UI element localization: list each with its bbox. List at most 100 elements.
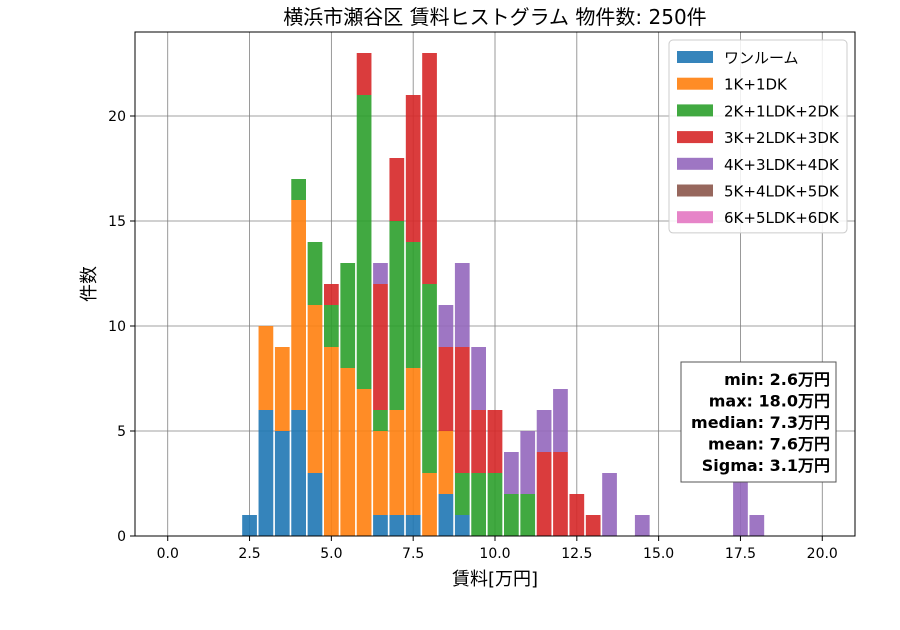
x-tick-label: 15.0 bbox=[643, 546, 674, 562]
bar-segment bbox=[569, 494, 585, 536]
y-axis-ticks: 0 5 10 15 20 bbox=[108, 109, 135, 545]
stats-line: min: 2.6万円 bbox=[724, 370, 830, 389]
bar-segment bbox=[307, 242, 323, 305]
bar-segment bbox=[520, 494, 536, 536]
bar-segment bbox=[454, 515, 470, 536]
bar-segment bbox=[373, 410, 388, 431]
bar-segment bbox=[356, 389, 372, 536]
legend-label: 5K+4LDK+5DK bbox=[724, 183, 840, 201]
bar-segment bbox=[504, 452, 519, 494]
bar-segment bbox=[389, 410, 405, 515]
stats-line: median: 7.3万円 bbox=[691, 413, 830, 432]
bar-segment bbox=[553, 389, 568, 452]
bar-segment bbox=[634, 515, 650, 536]
stats-frame bbox=[680, 361, 837, 483]
bar-segment bbox=[373, 284, 388, 410]
legend-swatch bbox=[677, 51, 713, 63]
y-tick-label: 0 bbox=[117, 529, 126, 545]
bar-segment bbox=[438, 494, 454, 536]
bar-segment bbox=[307, 473, 323, 536]
bar-segment bbox=[520, 431, 536, 494]
legend-label: ワンルーム bbox=[724, 49, 799, 67]
y-tick-label: 20 bbox=[108, 109, 126, 125]
bar-segment bbox=[422, 284, 437, 473]
bar-segment bbox=[454, 473, 470, 515]
legend-label: 2K+1LDK+2DK bbox=[724, 102, 840, 120]
x-axis-label: 賃料[万円] bbox=[452, 569, 538, 590]
bar-segment bbox=[749, 515, 765, 536]
x-tick-label: 17.5 bbox=[725, 546, 756, 562]
stats-line: mean: 7.6万円 bbox=[708, 435, 830, 454]
x-tick-label: 20.0 bbox=[807, 546, 838, 562]
bar-segment bbox=[471, 347, 486, 410]
legend-swatch bbox=[677, 184, 713, 197]
bar-segment bbox=[454, 263, 470, 347]
bar-segment bbox=[274, 431, 290, 536]
bar-segment bbox=[438, 347, 454, 431]
legend-swatch bbox=[677, 77, 713, 90]
bar-segment bbox=[373, 431, 388, 515]
stats-line: max: 18.0万円 bbox=[709, 392, 830, 411]
bar-segment bbox=[438, 305, 454, 347]
bar-segment bbox=[405, 368, 421, 515]
bar-segment bbox=[356, 53, 372, 95]
legend-frame bbox=[668, 39, 848, 234]
bar-segment bbox=[389, 158, 405, 221]
legend-label: 4K+3LDK+4DK bbox=[724, 156, 840, 174]
x-tick-label: 5.0 bbox=[320, 546, 342, 562]
bar-segment bbox=[307, 305, 323, 473]
bar-segment bbox=[405, 95, 421, 242]
bar-segment bbox=[324, 284, 339, 305]
bar-segment bbox=[602, 473, 617, 536]
bar-segment bbox=[454, 347, 470, 473]
bars bbox=[242, 53, 765, 536]
bar-segment bbox=[274, 347, 290, 431]
bar-segment bbox=[389, 515, 405, 536]
bar-segment bbox=[471, 410, 486, 473]
y-axis-label: 件数 bbox=[79, 266, 100, 302]
bar-segment bbox=[405, 515, 421, 536]
x-tick-label: 12.5 bbox=[561, 546, 592, 562]
stats-line: Sigma: 3.1万円 bbox=[702, 456, 830, 475]
x-tick-label: 0.0 bbox=[157, 546, 179, 562]
legend-label: 3K+2LDK+3DK bbox=[724, 129, 840, 147]
bar-segment bbox=[324, 347, 339, 536]
bar-segment bbox=[487, 410, 503, 473]
legend: ワンルーム 1K+1DK 2K+1LDK+2DK 3K+2LDK+3DK 4K+3LDK… bbox=[668, 39, 848, 234]
bar-segment bbox=[258, 410, 274, 536]
bar-segment bbox=[389, 221, 405, 410]
bar-segment bbox=[585, 515, 601, 536]
bar-segment bbox=[733, 473, 748, 536]
x-axis-ticks: 0.0 2.5 5.0 7.5 10.0 12.5 15.0 17.5 20.0 bbox=[157, 536, 838, 562]
y-tick-label: 15 bbox=[108, 214, 126, 230]
bar-segment bbox=[438, 431, 454, 494]
legend-swatch bbox=[677, 131, 713, 144]
bar-segment bbox=[422, 53, 437, 284]
bar-segment bbox=[504, 494, 519, 536]
bar-segment bbox=[324, 305, 339, 347]
bar-segment bbox=[340, 368, 356, 536]
legend-swatch bbox=[677, 211, 713, 224]
bar-segment bbox=[373, 263, 388, 284]
bar-segment bbox=[291, 179, 306, 200]
bar-segment bbox=[405, 242, 421, 368]
bar-segment bbox=[373, 515, 388, 536]
bar-segment bbox=[553, 452, 568, 536]
x-tick-label: 10.0 bbox=[479, 546, 510, 562]
legend-label: 6K+5LDK+6DK bbox=[724, 209, 840, 227]
y-tick-label: 5 bbox=[117, 424, 126, 440]
bar-segment bbox=[422, 473, 437, 536]
legend-label: 1K+1DK bbox=[724, 76, 788, 94]
bar-segment bbox=[340, 263, 356, 368]
bar-segment bbox=[471, 473, 486, 536]
x-tick-label: 7.5 bbox=[402, 546, 424, 562]
bar-segment bbox=[258, 326, 274, 410]
bar-segment bbox=[536, 452, 552, 536]
bar-segment bbox=[242, 515, 257, 536]
bar-segment bbox=[291, 200, 306, 410]
x-tick-label: 2.5 bbox=[238, 546, 260, 562]
bar-segment bbox=[536, 410, 552, 452]
legend-swatch bbox=[677, 104, 713, 117]
bar-segment bbox=[291, 410, 306, 536]
